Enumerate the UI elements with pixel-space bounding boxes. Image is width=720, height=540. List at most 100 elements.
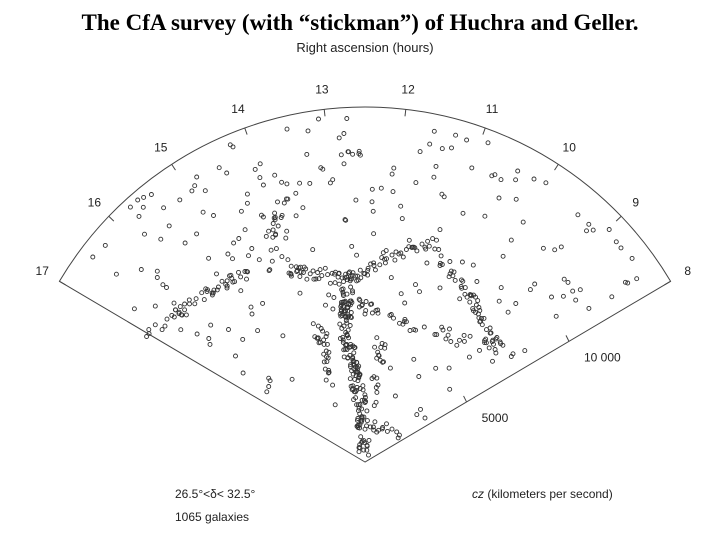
galaxy-dot xyxy=(486,345,492,351)
galaxy-dot xyxy=(355,425,361,430)
galaxy-dot xyxy=(324,331,330,337)
galaxy-dot xyxy=(498,285,504,291)
galaxy-dot xyxy=(141,194,147,200)
galaxy-dot xyxy=(349,368,355,374)
galaxy-dot xyxy=(183,312,189,318)
galaxy-dot xyxy=(513,196,519,202)
galaxy-dot xyxy=(249,311,255,317)
galaxy-dot xyxy=(362,426,368,432)
galaxy-dot xyxy=(303,266,309,272)
galaxy-dot xyxy=(459,285,465,291)
galaxy-dot xyxy=(364,442,370,448)
distance-label: 10 000 xyxy=(584,350,621,364)
galaxy-dot xyxy=(451,269,457,275)
galaxy-dot xyxy=(389,252,395,258)
galaxy-dot xyxy=(340,291,346,297)
galaxy-dot xyxy=(345,308,351,314)
galaxy-dot xyxy=(202,188,208,194)
galaxy-dot xyxy=(492,172,498,178)
galaxy-dot xyxy=(508,237,514,243)
galaxy-dot xyxy=(152,303,158,309)
galaxy-dot xyxy=(323,348,329,354)
galaxy-dot xyxy=(395,435,401,441)
galaxy-dot xyxy=(527,287,533,293)
galaxy-dot xyxy=(214,287,220,293)
galaxy-dot xyxy=(342,275,348,281)
galaxy-dot xyxy=(215,284,221,290)
galaxy-dot xyxy=(238,288,244,294)
galaxy-dot xyxy=(337,321,343,327)
galaxy-dot xyxy=(178,327,184,333)
galaxy-dot xyxy=(323,377,329,383)
galaxy-dot xyxy=(402,316,408,322)
galaxy-dot xyxy=(373,385,379,390)
galaxy-dot xyxy=(520,219,526,225)
galaxy-dot xyxy=(297,180,303,186)
galaxy-dot xyxy=(349,243,355,249)
galaxy-dot xyxy=(340,299,346,305)
galaxy-dot xyxy=(363,299,369,304)
galaxy-dot xyxy=(232,279,238,285)
galaxy-dot xyxy=(384,428,390,434)
galaxy-dot xyxy=(468,293,474,299)
galaxy-dot xyxy=(381,359,386,365)
galaxy-dot xyxy=(464,137,470,143)
galaxy-dot xyxy=(411,356,417,362)
galaxy-dot xyxy=(144,334,150,339)
galaxy-dot xyxy=(497,339,503,345)
galaxy-dot xyxy=(477,347,482,353)
galaxy-dot xyxy=(399,216,405,222)
galaxy-dot xyxy=(354,360,360,366)
galaxy-dot xyxy=(461,338,467,344)
galaxy-dot xyxy=(298,264,303,270)
hour-label: 11 xyxy=(486,102,499,116)
galaxy-dot xyxy=(359,414,365,420)
galaxy-dot xyxy=(487,330,493,336)
galaxy-dot xyxy=(320,166,326,172)
galaxy-dot xyxy=(284,181,290,187)
galaxy-dot xyxy=(364,418,370,424)
galaxy-dot xyxy=(353,389,358,395)
galaxy-dot xyxy=(398,250,404,256)
galaxy-dot xyxy=(350,290,356,296)
galaxy-dot xyxy=(315,323,321,329)
galaxy-dot xyxy=(266,375,272,381)
galaxy-dot xyxy=(367,424,373,430)
hour-tick xyxy=(664,280,671,286)
galaxy-dot xyxy=(192,183,198,189)
galaxy-dot xyxy=(113,271,119,277)
galaxy-dot xyxy=(434,237,439,243)
galaxy-dot xyxy=(419,241,425,247)
galaxy-dot xyxy=(552,247,558,253)
galaxy-dot xyxy=(356,151,362,157)
galaxy-dot xyxy=(413,180,419,186)
galaxy-dot xyxy=(347,269,353,275)
galaxy-dot xyxy=(372,344,378,350)
galaxy-dot xyxy=(515,168,521,174)
galaxy-dot xyxy=(330,177,336,183)
galaxy-dot xyxy=(350,354,356,360)
galaxy-dot xyxy=(406,237,412,243)
galaxy-dot xyxy=(127,204,133,210)
galaxy-dot xyxy=(332,280,338,286)
galaxy-dot xyxy=(182,240,188,246)
galaxy-dot xyxy=(417,149,423,155)
galaxy-dot xyxy=(231,240,237,246)
galaxy-dot xyxy=(618,245,624,251)
galaxy-dot xyxy=(575,212,581,218)
galaxy-dot xyxy=(445,332,451,338)
galaxy-dot xyxy=(347,274,353,280)
galaxy-dot xyxy=(298,269,304,275)
galaxy-dot xyxy=(505,309,511,315)
galaxy-dot xyxy=(482,213,488,219)
hour-label: 8 xyxy=(684,264,691,278)
slide-title: The CfA survey (with “stickman”) of Huch… xyxy=(81,10,639,35)
galaxy-dot xyxy=(224,278,230,284)
galaxy-dot xyxy=(392,257,398,263)
galaxy-dot xyxy=(389,426,395,432)
galaxy-dot xyxy=(438,253,444,259)
galaxy-dot xyxy=(225,251,231,257)
galaxy-dot xyxy=(378,344,384,350)
galaxy-dot xyxy=(351,350,357,356)
